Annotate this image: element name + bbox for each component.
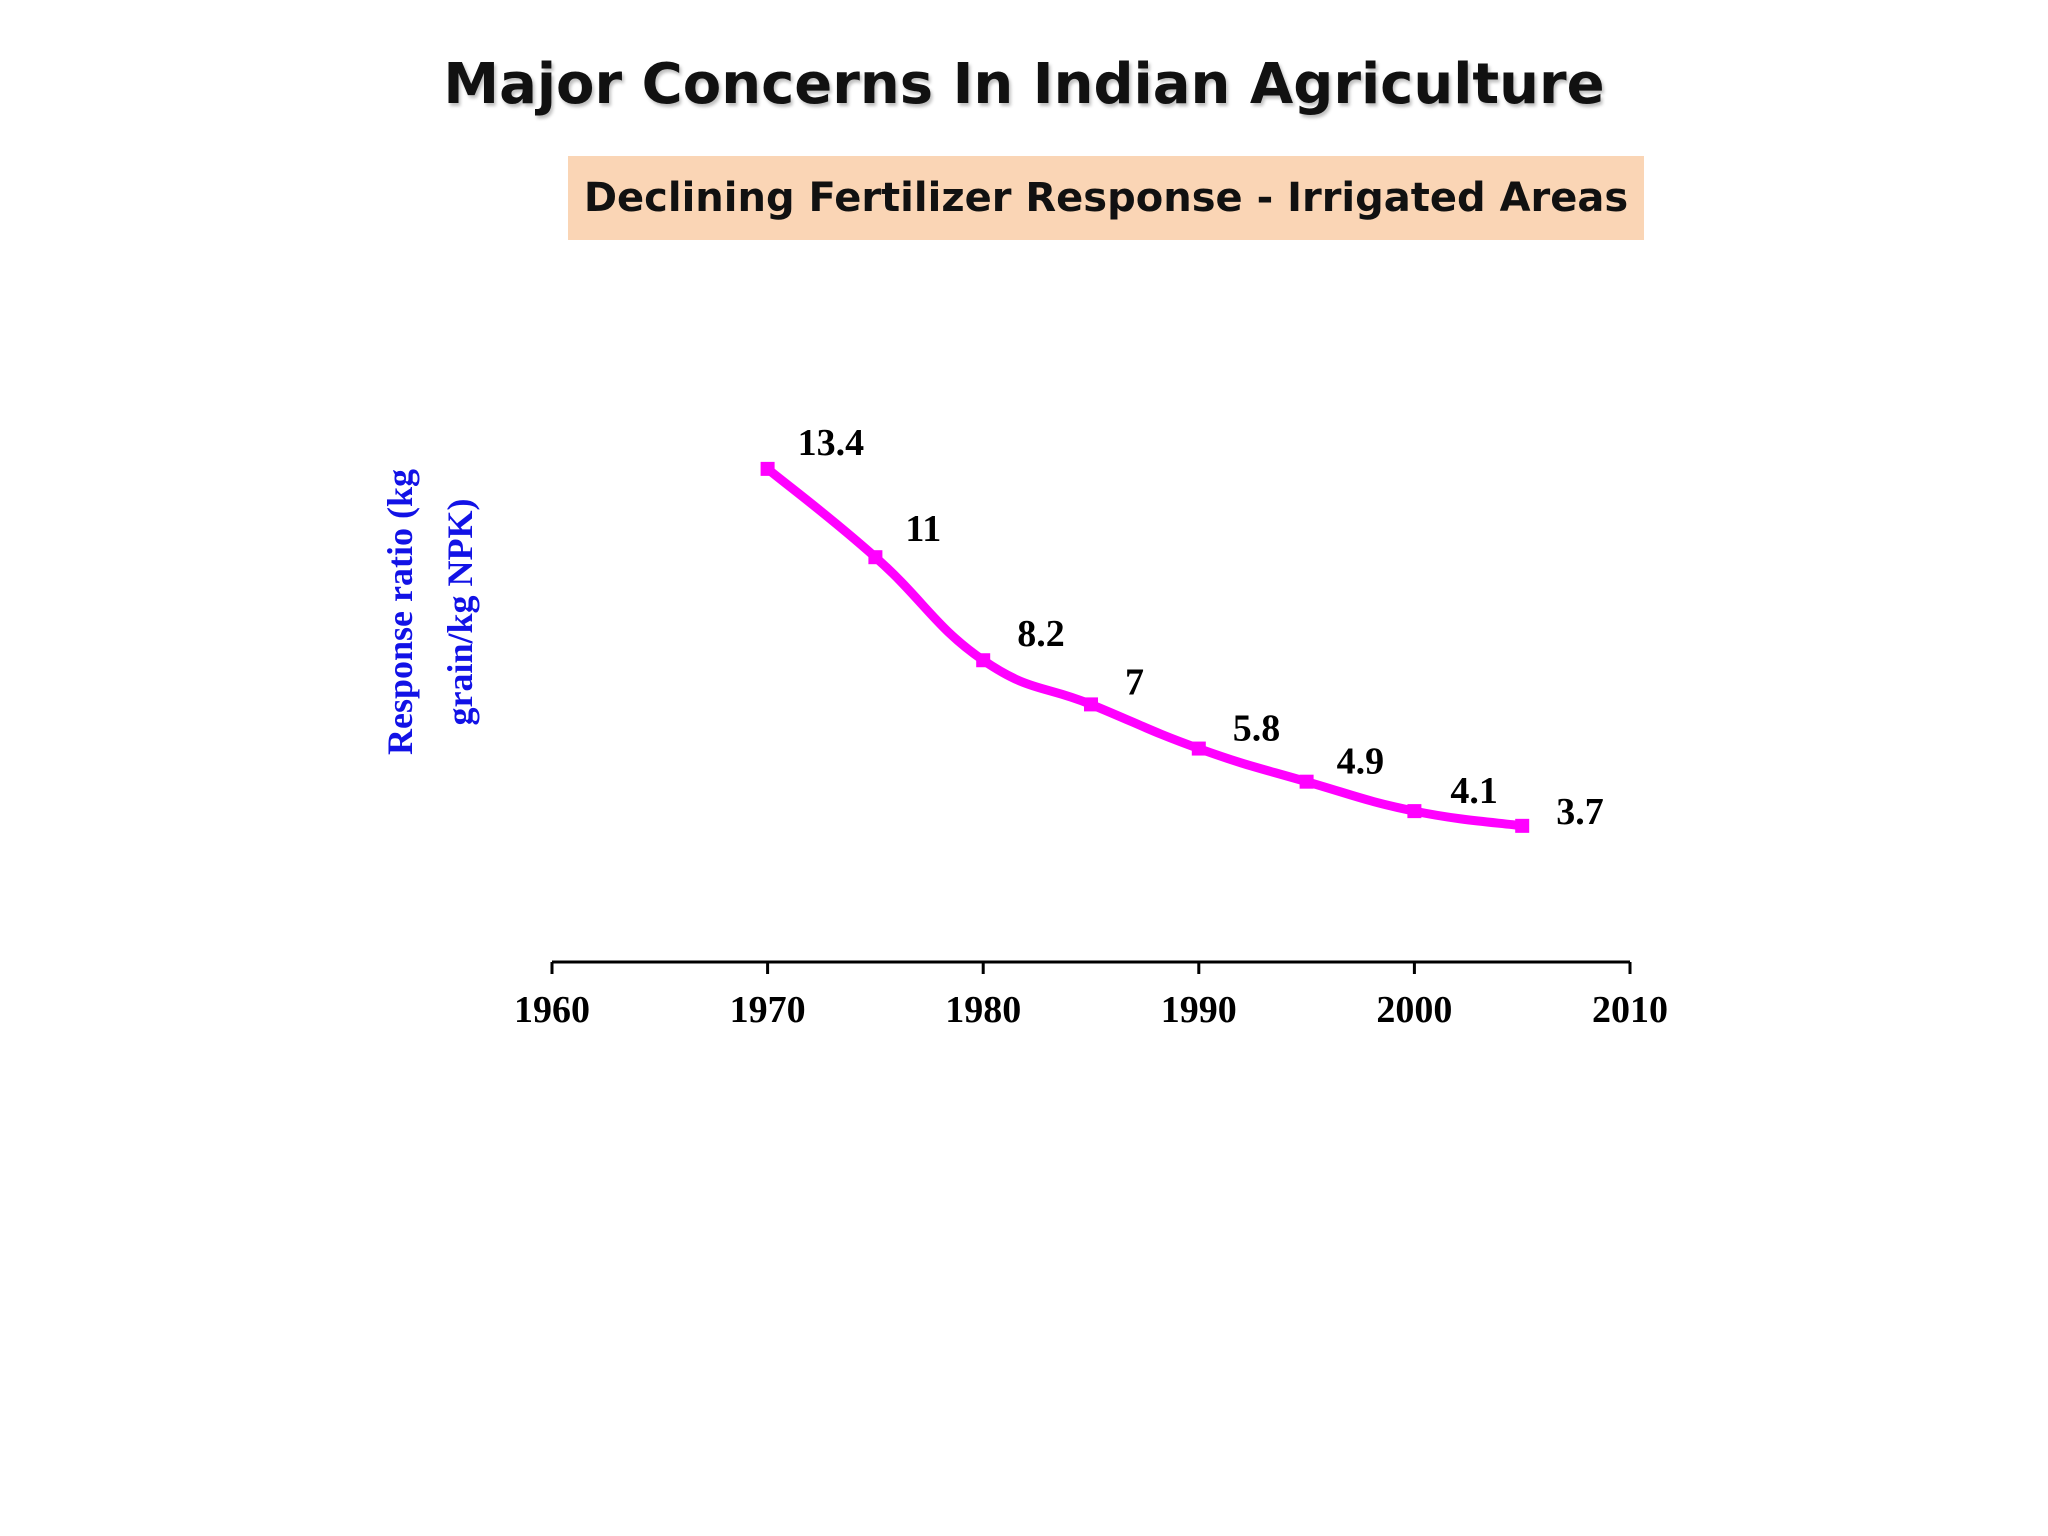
data-label: 13.4 — [798, 422, 865, 464]
data-label: 3.7 — [1556, 791, 1604, 833]
x-tick-label: 1970 — [730, 989, 806, 1031]
data-point — [1515, 818, 1530, 833]
data-point — [1407, 804, 1422, 819]
data-label: 4.1 — [1450, 770, 1498, 812]
x-tick-label: 2010 — [1592, 989, 1668, 1031]
data-point — [1084, 697, 1098, 712]
data-label: 5.8 — [1233, 708, 1281, 750]
x-tick-label: 2000 — [1376, 989, 1452, 1031]
x-tick-label: 1980 — [945, 989, 1021, 1031]
slide-title: Major Concerns In Indian Agriculture — [443, 52, 1605, 117]
data-point — [976, 653, 991, 668]
x-tick-label: 1960 — [514, 989, 590, 1031]
data-labels: 13.4 11 8.2 7 5.8 4.9 4.1 3.7 — [798, 422, 1604, 833]
data-point — [1191, 741, 1206, 756]
x-tick-label: 1990 — [1161, 989, 1237, 1031]
subtitle-text: Declining Fertilizer Response - Irrigate… — [583, 175, 1629, 221]
x-axis: 1960 1970 1980 1990 2000 2010 — [514, 960, 1668, 1031]
data-point — [760, 461, 775, 476]
data-label: 11 — [905, 508, 941, 550]
series-line — [763, 464, 1527, 831]
data-point — [868, 550, 883, 565]
series-group — [760, 461, 1530, 833]
data-point — [1299, 774, 1314, 789]
data-label: 7 — [1125, 661, 1144, 703]
subtitle-banner: Declining Fertilizer Response - Irrigate… — [568, 156, 1644, 240]
data-label: 8.2 — [1017, 613, 1064, 655]
data-label: 4.9 — [1337, 741, 1385, 783]
